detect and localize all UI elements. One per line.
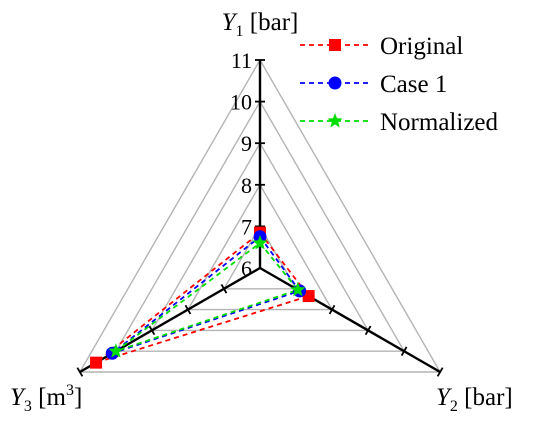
tick-label: 8 xyxy=(241,173,252,198)
axis-tick xyxy=(364,325,372,336)
series-layer xyxy=(90,226,315,369)
axis-tick xyxy=(220,284,228,294)
tick-label: 9 xyxy=(241,131,252,156)
axis-label-y2: Y2 [bar] xyxy=(436,384,513,415)
axis-tick xyxy=(148,325,156,336)
grid-ring xyxy=(150,141,370,332)
axis-tick xyxy=(400,346,408,356)
data-point-original xyxy=(90,356,103,369)
tick-label: 7 xyxy=(241,214,252,239)
legend-marker xyxy=(329,39,341,51)
grid-layer xyxy=(78,58,442,373)
data-point-normalized xyxy=(108,343,124,358)
series-line-case-1 xyxy=(111,235,302,355)
axis-tick xyxy=(184,304,192,315)
tick-label: 10 xyxy=(230,90,252,115)
tick-layer: 6 7 8 9 10 11 xyxy=(76,48,444,377)
grid-ring xyxy=(114,100,406,352)
axis-layer xyxy=(79,60,441,374)
data-point-normalized xyxy=(290,281,306,297)
series-line-normalized xyxy=(115,241,300,353)
axis-line xyxy=(259,266,441,374)
axis-tick xyxy=(436,367,444,377)
axis-label-layer: Y1 [bar] Y2 [bar] Y3 [m3] xyxy=(10,9,513,415)
legend-marker xyxy=(327,113,343,128)
legend-label: Normalized xyxy=(380,109,499,136)
data-point-normalized xyxy=(252,235,268,250)
tick-label: 6 xyxy=(241,256,252,281)
axis-label-y1: Y1 [bar] xyxy=(222,9,299,40)
legend-label: Case 1 xyxy=(380,71,447,98)
axis-tick xyxy=(76,367,84,377)
grid-ring xyxy=(78,58,442,373)
legend: Original Case 1 Normalized xyxy=(300,33,499,136)
series-line-original xyxy=(95,231,311,364)
legend-label: Original xyxy=(380,33,463,60)
grid-ring xyxy=(186,183,334,311)
legend-marker xyxy=(328,76,342,90)
axis-tick xyxy=(328,304,336,315)
tick-label: 11 xyxy=(231,48,252,73)
axis-label-y3: Y3 [m3] xyxy=(10,382,82,415)
